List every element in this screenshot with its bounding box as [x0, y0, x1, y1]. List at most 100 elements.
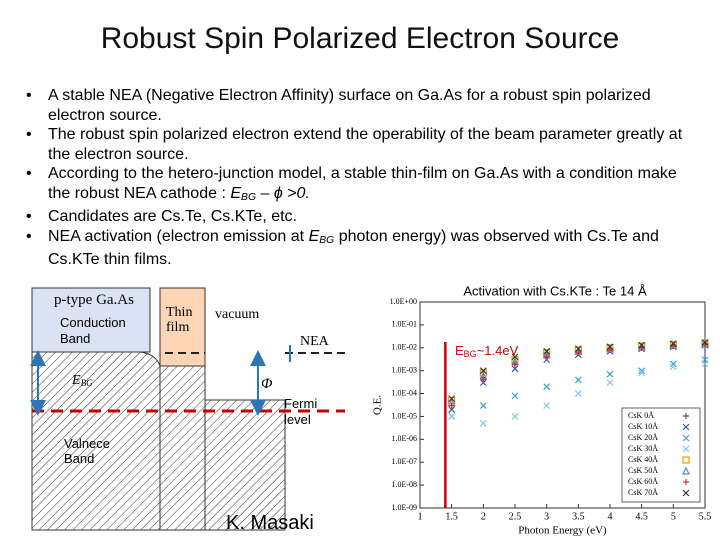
x-tick-label: 2	[481, 511, 486, 522]
data-point	[448, 395, 456, 403]
bullet: The robust spin polarized electron exten…	[26, 125, 702, 164]
legend-marker	[682, 456, 690, 464]
legend-label: CsK 50Å	[628, 466, 658, 475]
data-point	[512, 361, 518, 368]
legend-marker	[682, 423, 690, 431]
bullet-text: The robust spin polarized electron exten…	[48, 126, 683, 163]
legend-box	[621, 407, 701, 503]
bullet-text: According to the hetero-junction model, …	[48, 165, 677, 202]
x-tick-label: 1	[418, 511, 423, 522]
data-point	[511, 365, 519, 373]
y-axis-label: Q.E.	[372, 395, 384, 415]
data-point	[606, 343, 614, 351]
label: Conduction Band	[60, 315, 126, 346]
author: K. Masaki	[226, 512, 314, 534]
data-point	[606, 370, 614, 378]
data-point	[511, 353, 519, 361]
symbol: E	[230, 184, 242, 202]
y-tick-label: 1.0E-02	[391, 343, 417, 352]
data-point	[607, 346, 613, 353]
x-tick-label: 5	[671, 511, 676, 522]
y-tick-label: 1.0E-04	[391, 388, 417, 397]
data-point	[606, 379, 614, 387]
title: Robust Spin Polarized Electron Source	[100, 22, 620, 55]
label: EBG	[72, 373, 93, 389]
bullet: NEA activation (electron emission at EBG…	[26, 227, 702, 270]
label: p-type Ga.As	[54, 292, 134, 308]
data-point	[479, 367, 487, 375]
data-point	[574, 345, 582, 353]
data-point	[448, 413, 456, 420]
data-point	[543, 353, 550, 360]
data-point	[574, 376, 582, 384]
data-point	[669, 363, 677, 371]
legend-marker	[682, 434, 690, 442]
bullet-text: photon energy) was observed with Cs.Te a…	[48, 227, 659, 269]
legend-label: CsK 0Å	[628, 411, 654, 420]
bullet: According to the hetero-junction model, …	[26, 164, 702, 207]
label: Thin film	[166, 305, 193, 335]
legend-label: CsK 70Å	[628, 488, 658, 497]
y-tick-label: 1.0E-08	[391, 480, 417, 489]
y-tick-label: 1.0E-05	[391, 411, 417, 420]
legend-marker	[682, 445, 690, 453]
y-tick-label: 1.0E-01	[391, 320, 417, 329]
data-point	[669, 340, 677, 348]
legend-marker	[682, 489, 690, 497]
label: vacuum	[215, 307, 260, 322]
data-point	[511, 392, 519, 400]
bullet-list: A stable NEA (Negative Electron Affinity…	[26, 86, 702, 270]
legend-label: CsK 10Å	[628, 422, 658, 431]
subscript: BG	[464, 349, 477, 359]
symbol: E	[308, 227, 320, 245]
bullet: A stable NEA (Negative Electron Affinity…	[26, 86, 702, 125]
data-point	[480, 376, 487, 383]
x-tick-label: 5.5	[699, 511, 712, 522]
label: Fermi level	[284, 396, 318, 427]
data-point	[701, 339, 709, 346]
label: NEA	[300, 334, 329, 349]
x-tick-label: 1.5	[445, 511, 458, 522]
plot-title: Activation with Cs.KTe : Te 14 Å	[463, 283, 647, 298]
symbol: E	[455, 343, 464, 358]
annotation-text: ~1.4eV	[477, 343, 519, 358]
data-point	[669, 360, 677, 368]
data-point	[479, 402, 487, 409]
label: Φ	[261, 376, 273, 392]
data-point	[511, 413, 519, 420]
legend-label: CsK 30Å	[628, 444, 658, 453]
x-tick-label: 4.5	[635, 511, 648, 522]
annotation: EBG~1.4eV	[455, 343, 519, 359]
data-point	[638, 369, 646, 377]
legend-label: CsK 20Å	[628, 433, 658, 442]
legend-marker	[682, 466, 690, 475]
x-tick-label: 3.5	[572, 511, 585, 522]
bullet: Candidates are Cs.Te, Cs.KTe, etc.	[26, 207, 702, 227]
data-point	[638, 367, 646, 375]
data-point	[543, 383, 551, 391]
plot-frame	[419, 301, 706, 509]
legend-marker	[683, 413, 689, 419]
bullet-text: Candidates are Cs.Te, Cs.KTe, etc.	[48, 208, 297, 225]
qe-plot: Activation with Cs.KTe : Te 14 Å 1.0E+00 1…	[372, 283, 712, 537]
symbol: E	[72, 373, 81, 388]
band-diagram	[30, 287, 345, 531]
bullet-text: A stable NEA (Negative Electron Affinity…	[48, 87, 651, 124]
legend-label: CsK 40Å	[628, 455, 658, 464]
conduction-region	[31, 287, 151, 353]
data-point	[638, 341, 646, 349]
legend-marker	[683, 479, 689, 485]
x-tick-label: 2.5	[509, 511, 522, 522]
data-point	[701, 360, 709, 368]
data-point	[543, 402, 551, 409]
thin-film-band	[159, 365, 206, 531]
y-tick-label: 1.0E-06	[391, 434, 417, 443]
x-tick-label: 4	[608, 511, 613, 522]
y-tick-label: 1.0E-03	[391, 365, 417, 374]
x-axis-label: Photon Energy (eV)	[518, 525, 607, 537]
data-point	[448, 406, 456, 413]
label: Valnece Band	[64, 436, 111, 466]
subscript: BG	[319, 234, 335, 246]
subscript: BG	[80, 378, 93, 388]
